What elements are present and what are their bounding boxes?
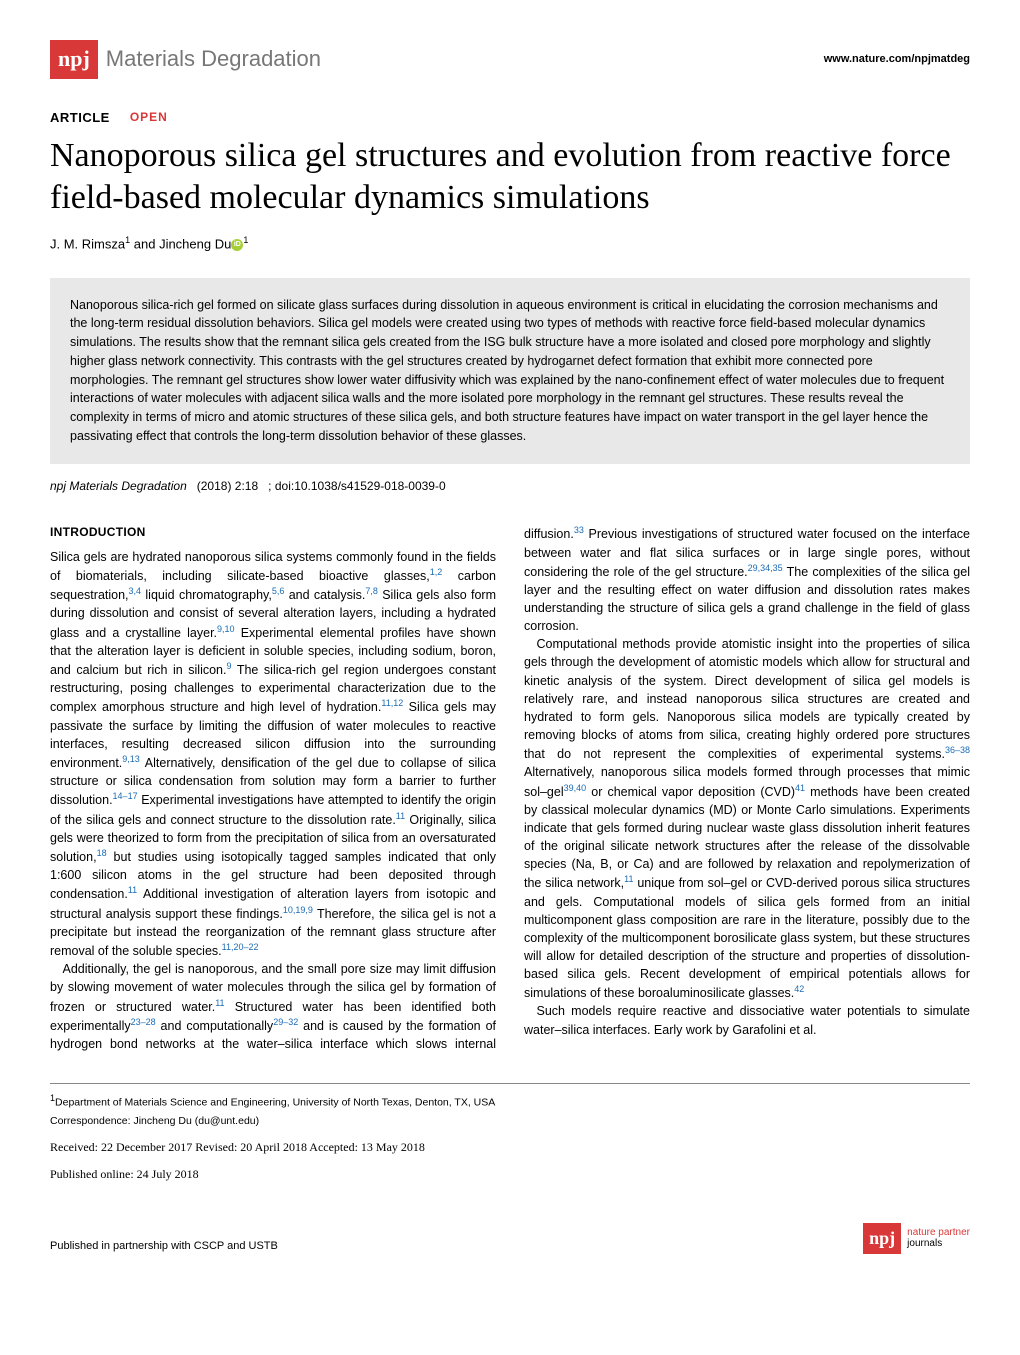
footer: 1Department of Materials Science and Eng… [50,1083,970,1182]
npj-logo-small: npj [863,1223,901,1254]
author-1: J. M. Rimsza [50,236,125,251]
correspondence: Correspondence: Jincheng Du (du@unt.edu) [50,1114,970,1129]
partnership-text: Published in partnership with CSCP and U… [50,1239,278,1254]
author-list: J. M. Rimsza1 and Jincheng Du1 [50,234,970,254]
website-url: www.nature.com/npjmatdeg [824,52,970,67]
npj-logo-box: npj [50,40,98,79]
intro-heading: INTRODUCTION [50,524,496,541]
dates-received: Received: 22 December 2017 Revised: 20 A… [50,1139,970,1156]
partner-logo: npj nature partner journals [863,1223,970,1254]
partner-line-1: nature partner [907,1227,970,1238]
open-access-label: OPEN [130,109,168,126]
citation: npj Materials Degradation (2018) 2:18 ; … [50,478,970,495]
page-header: npj Materials Degradation www.nature.com… [50,40,970,79]
dates-published: Published online: 24 July 2018 [50,1166,970,1183]
intro-para-4: Such models require reactive and dissoci… [524,1002,970,1038]
intro-para-1: Silica gels are hydrated nanoporous sili… [50,548,496,961]
journal-logo: npj Materials Degradation [50,40,321,79]
orcid-icon [231,239,243,251]
page-footer-row: Published in partnership with CSCP and U… [50,1223,970,1254]
abstract: Nanoporous silica-rich gel formed on sil… [50,278,970,464]
author-2-affil: 1 [243,235,248,245]
citation-doi: ; doi:10.1038/s41529-018-0039-0 [268,479,445,493]
article-type-label: ARTICLE [50,109,110,127]
citation-journal: npj Materials Degradation [50,479,187,493]
partner-text: nature partner journals [907,1227,970,1249]
citation-year: (2018) [197,479,232,493]
body-columns: INTRODUCTION Silica gels are hydrated na… [50,524,970,1053]
journal-name: Materials Degradation [106,44,321,75]
partner-line-2: journals [907,1238,970,1249]
author-separator: and [130,236,159,251]
article-labels: ARTICLE OPEN [50,109,970,127]
affiliation: 1Department of Materials Science and Eng… [50,1092,970,1110]
author-2: Jincheng Du [159,236,231,251]
article-title: Nanoporous silica gel structures and evo… [50,135,970,220]
intro-para-3: Computational methods provide atomistic … [524,635,970,1002]
citation-volume: 2:18 [235,479,258,493]
